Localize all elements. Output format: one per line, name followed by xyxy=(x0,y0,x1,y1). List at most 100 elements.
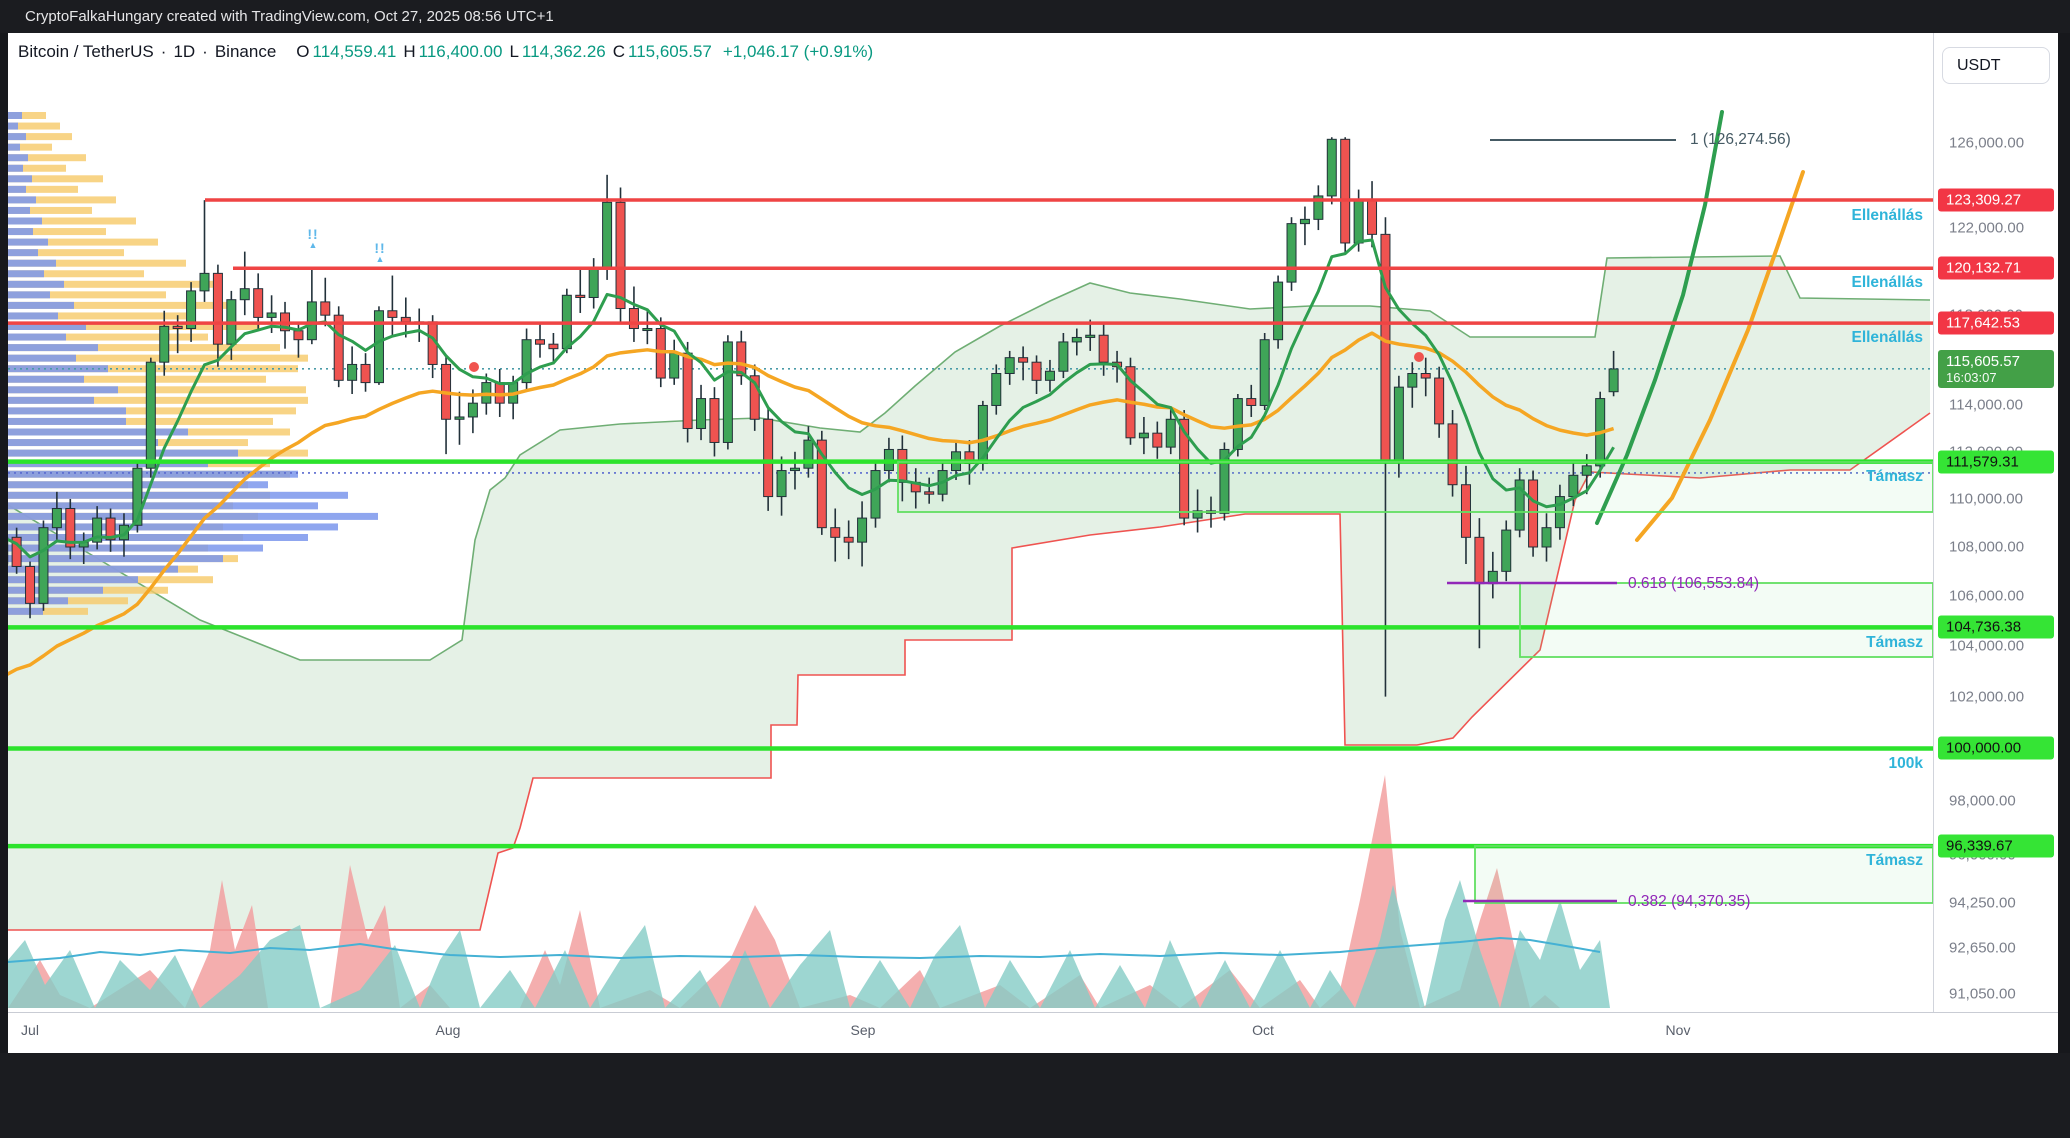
price-tick-label: 122,000.00 xyxy=(1949,219,2025,237)
month-label[interactable]: Sep xyxy=(850,1022,876,1038)
candle-body xyxy=(1474,536,1485,585)
price-axis[interactable]: USDT 126,000.00122,000.00118,000.00116,0… xyxy=(1933,33,2058,1053)
open-label: O xyxy=(296,42,310,61)
candle-body xyxy=(11,536,22,567)
slow-ma-line xyxy=(8,331,1615,676)
interval-label[interactable]: 1D xyxy=(173,42,196,61)
month-label[interactable]: Jul xyxy=(21,1022,39,1038)
candle-body xyxy=(400,316,411,323)
price-chart-canvas[interactable] xyxy=(8,33,1933,1012)
candle-body xyxy=(266,312,277,318)
candle-body xyxy=(253,288,264,318)
candle-body xyxy=(1420,373,1431,379)
price-tick-label: 91,050.00 xyxy=(1949,985,2016,1003)
candle-body xyxy=(25,565,36,604)
candle-body xyxy=(1044,370,1055,381)
open-value: 114,559.41 xyxy=(312,42,397,61)
candle-body xyxy=(521,339,532,384)
candle-body xyxy=(172,325,183,330)
volume-profile-bar-yellow xyxy=(8,607,88,615)
footer-bar: TradingView xyxy=(0,1053,2070,1138)
candle-body xyxy=(145,361,156,469)
volume-profile-bar-yellow xyxy=(8,270,144,278)
candle-body xyxy=(1031,361,1042,381)
volume-profile-bar-yellow xyxy=(8,354,308,362)
candle-body xyxy=(1393,386,1404,462)
support-price-badge: 104,736.38 xyxy=(1938,615,2054,639)
support-price-badge: 96,339.67 xyxy=(1938,834,2054,858)
candle-body xyxy=(1460,484,1471,538)
volume-profile-bar-blue xyxy=(8,112,22,119)
volume-profile-bar-yellow xyxy=(8,122,60,130)
support-zone-fill xyxy=(898,462,1933,512)
volume-profile-bar-blue xyxy=(8,259,56,267)
volume-profile-bar-yellow xyxy=(8,375,266,383)
candle-body xyxy=(897,448,908,483)
volume-profile-bar-yellow xyxy=(8,280,213,288)
volume-profile-bar-yellow xyxy=(8,196,116,204)
candle-body xyxy=(548,343,559,350)
candle-body xyxy=(575,294,586,298)
candle-body xyxy=(789,467,800,472)
month-label[interactable]: Aug xyxy=(435,1022,461,1038)
volume-profile-bar-blue xyxy=(8,249,38,257)
volume-profile-bar-blue xyxy=(8,576,138,584)
candle-body xyxy=(1058,341,1069,372)
candle-body xyxy=(1098,334,1109,363)
volume-area-buy xyxy=(8,880,1610,1008)
volume-profile-bar-blue xyxy=(8,607,43,615)
volume-profile-bar-blue xyxy=(8,344,98,352)
candle-body xyxy=(776,470,787,498)
volume-profile-bar-blue xyxy=(8,217,42,225)
candle-body xyxy=(1434,377,1445,425)
volume-profile-bar-blue xyxy=(8,175,32,183)
volume-ma-line xyxy=(8,936,1601,963)
price-tick-label: 108,000.00 xyxy=(1949,538,2025,556)
support-zone-fill xyxy=(1475,846,1933,903)
volume-profile-bar-yellow xyxy=(8,112,46,119)
price-tick-label: 126,000.00 xyxy=(1949,134,2025,152)
candle-body xyxy=(373,310,384,384)
volume-profile-bar-yellow xyxy=(8,175,103,183)
month-label[interactable]: Oct xyxy=(1252,1022,1274,1038)
volume-profile-bar-blue xyxy=(8,396,94,404)
volume-profile-bar-yellow xyxy=(8,323,260,330)
separator: · xyxy=(202,42,208,61)
chart-header: Bitcoin / TetherUS · 1D · Binance O 114,5… xyxy=(8,33,1933,71)
resistance-price-badge: 123,309.27 xyxy=(1938,188,2054,212)
volume-profile-bar-blue xyxy=(8,597,68,605)
candle-body xyxy=(159,325,170,363)
time-axis[interactable]: Jul Aug Sep Oct Nov xyxy=(8,1012,2058,1053)
price-tick-label: 110,000.00 xyxy=(1949,490,2023,508)
candle-body xyxy=(696,398,707,430)
price-tick-label: 104,000.00 xyxy=(1949,637,2025,655)
price-tick-label: 102,000.00 xyxy=(1949,688,2025,706)
volume-profile-bar-blue xyxy=(8,333,66,341)
currency-toggle-button[interactable]: USDT xyxy=(1942,47,2050,84)
candle-body xyxy=(615,201,626,310)
volume-profile-bar-blue xyxy=(8,122,18,130)
candle-body xyxy=(65,507,76,548)
candle-body xyxy=(1407,373,1418,388)
currency-label: USDT xyxy=(1957,56,2001,74)
candle-body xyxy=(239,288,250,301)
volume-profile-bar-blue xyxy=(8,365,108,373)
price-tick-label: 94,250.00 xyxy=(1949,894,2016,912)
candle-body xyxy=(347,363,358,381)
candle-body xyxy=(803,439,814,469)
candle-body xyxy=(1514,479,1525,531)
candle-body xyxy=(306,301,317,341)
candle-body xyxy=(360,363,371,384)
candle-body xyxy=(1165,418,1176,448)
current-price-badge: 115,605.57 16:03:07 xyxy=(1938,349,2054,388)
volume-profile-bar-yellow xyxy=(8,249,124,257)
symbol-title[interactable]: Bitcoin / TetherUS xyxy=(18,42,154,61)
month-label[interactable]: Nov xyxy=(1665,1022,1691,1038)
candle-body xyxy=(1313,195,1324,220)
candle-body xyxy=(1353,199,1364,244)
candle-body xyxy=(320,301,331,316)
candle-body xyxy=(118,524,129,541)
projection-curve xyxy=(1635,170,1805,542)
candle-body xyxy=(38,527,49,604)
